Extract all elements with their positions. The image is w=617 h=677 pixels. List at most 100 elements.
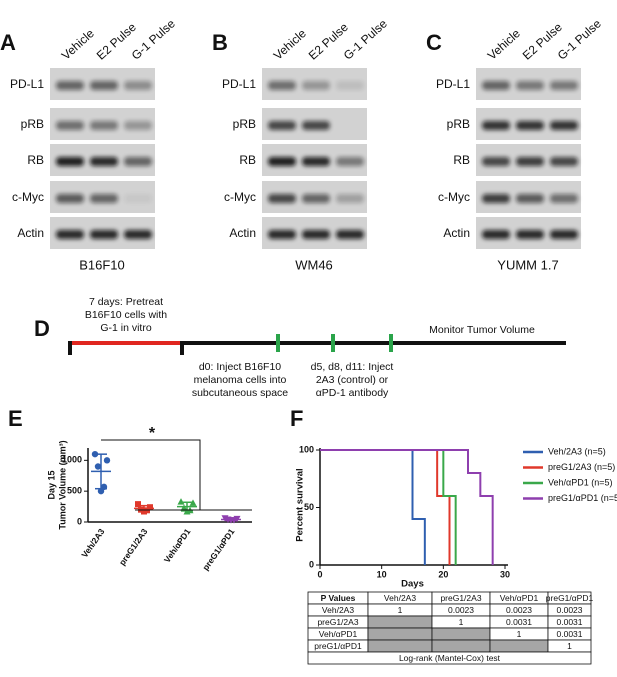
y-tick-label: 0 bbox=[77, 516, 82, 526]
legend-label: preG1/αPD1 (n=5) bbox=[548, 493, 617, 503]
table-cell bbox=[489, 639, 549, 653]
x-tick-label: 20 bbox=[438, 569, 448, 579]
row-label: c-Myc bbox=[12, 190, 44, 204]
panel-caption: B16F10 bbox=[79, 257, 125, 272]
y-tick-label: 500 bbox=[67, 486, 82, 496]
panel-letter: E bbox=[8, 406, 23, 431]
band bbox=[302, 81, 330, 90]
band bbox=[90, 194, 118, 203]
row-label: Actin bbox=[443, 226, 470, 240]
band bbox=[550, 81, 578, 90]
table-text: 0.0031 bbox=[557, 629, 583, 639]
point bbox=[177, 498, 185, 505]
table-cell bbox=[431, 627, 491, 641]
timeline-note: d0: Inject B16F10 bbox=[199, 361, 281, 373]
lane-label: Vehicle bbox=[59, 26, 97, 63]
panel-letter: D bbox=[34, 316, 50, 341]
row-label: Actin bbox=[17, 226, 44, 240]
band bbox=[268, 81, 296, 90]
band bbox=[482, 194, 510, 203]
band bbox=[336, 157, 364, 166]
band bbox=[302, 230, 330, 239]
band bbox=[56, 157, 84, 166]
panel-letter: C bbox=[426, 30, 442, 55]
table-text: preG1/2A3 bbox=[317, 617, 358, 627]
band bbox=[124, 121, 152, 130]
timeline-note: 7 days: Pretreat bbox=[89, 296, 163, 308]
panel-caption: YUMM 1.7 bbox=[497, 257, 558, 272]
band bbox=[336, 81, 364, 90]
band bbox=[124, 81, 152, 90]
band bbox=[56, 121, 84, 130]
survival-curve bbox=[320, 449, 426, 565]
band bbox=[302, 157, 330, 166]
band bbox=[336, 194, 364, 203]
band bbox=[516, 230, 544, 239]
point bbox=[97, 487, 105, 495]
table-footer-text: Log-rank (Mantel-Cox) test bbox=[399, 653, 501, 663]
band bbox=[550, 157, 578, 166]
y-axis-label: Tumor Volume (mm³) bbox=[57, 440, 67, 529]
x-tick-label: 30 bbox=[500, 569, 510, 579]
y-tick-label: 50 bbox=[304, 502, 314, 512]
point bbox=[94, 463, 102, 470]
x-tick-label: 0 bbox=[317, 569, 322, 579]
table-text: preG1/αPD1 bbox=[314, 641, 362, 651]
x-tick-label: 10 bbox=[377, 569, 387, 579]
table-text: Veh/2A3 bbox=[322, 605, 354, 615]
table-text: P Values bbox=[321, 593, 356, 603]
band bbox=[516, 194, 544, 203]
row-label: c-Myc bbox=[224, 190, 256, 204]
legend-label: Veh/2A3 (n=5) bbox=[548, 446, 606, 456]
band bbox=[550, 230, 578, 239]
lane-label: G-1 Pulse bbox=[341, 16, 390, 62]
x-tick-label: Veh/αPD1 bbox=[162, 526, 193, 564]
timeline-note: B16F10 cells with bbox=[85, 309, 167, 321]
band bbox=[268, 121, 296, 130]
table-text: preG1/2A3 bbox=[440, 593, 481, 603]
band bbox=[56, 194, 84, 203]
band bbox=[124, 194, 152, 203]
table-text: Veh/αPD1 bbox=[319, 629, 358, 639]
survival-curve bbox=[320, 449, 457, 565]
band bbox=[482, 230, 510, 239]
x-axis-label: Days bbox=[401, 579, 424, 590]
row-label: pRB bbox=[21, 117, 44, 131]
x-tick-label: Veh/2A3 bbox=[79, 526, 106, 559]
table-text: 1 bbox=[398, 605, 403, 615]
band bbox=[516, 157, 544, 166]
panel-letter: A bbox=[0, 30, 16, 55]
timeline-note: G-1 in vitro bbox=[100, 322, 152, 334]
band bbox=[124, 230, 152, 239]
panel-letter: F bbox=[290, 406, 303, 431]
significance-mark: * bbox=[149, 425, 156, 442]
y-axis-label: Day 15 bbox=[46, 470, 56, 499]
table-cell bbox=[367, 627, 433, 641]
band bbox=[550, 121, 578, 130]
table-text: 0.0023 bbox=[557, 605, 583, 615]
panel-caption: WM46 bbox=[295, 257, 333, 272]
band bbox=[90, 157, 118, 166]
row-label: PD-L1 bbox=[10, 77, 44, 91]
band bbox=[302, 121, 330, 130]
band bbox=[482, 157, 510, 166]
x-tick-label: preG1/αPD1 bbox=[200, 526, 236, 572]
x-tick-label: preG1/2A3 bbox=[117, 526, 150, 567]
y-axis-label: Percent survival bbox=[295, 468, 306, 541]
point bbox=[103, 457, 111, 464]
table-text: 1 bbox=[567, 641, 572, 651]
table-text: preG1/αPD1 bbox=[546, 593, 594, 603]
lane-label: G-1 Pulse bbox=[129, 16, 178, 62]
table-cell bbox=[431, 639, 491, 653]
row-label: Actin bbox=[229, 226, 256, 240]
table-text: Veh/2A3 bbox=[384, 593, 416, 603]
table-text: 0.0023 bbox=[448, 605, 474, 615]
significance-bracket bbox=[101, 439, 252, 511]
point bbox=[180, 504, 188, 511]
point bbox=[135, 501, 141, 508]
legend-label: preG1/2A3 (n=5) bbox=[548, 462, 615, 472]
band bbox=[516, 81, 544, 90]
y-tick-label: 0 bbox=[309, 559, 314, 569]
band bbox=[90, 230, 118, 239]
